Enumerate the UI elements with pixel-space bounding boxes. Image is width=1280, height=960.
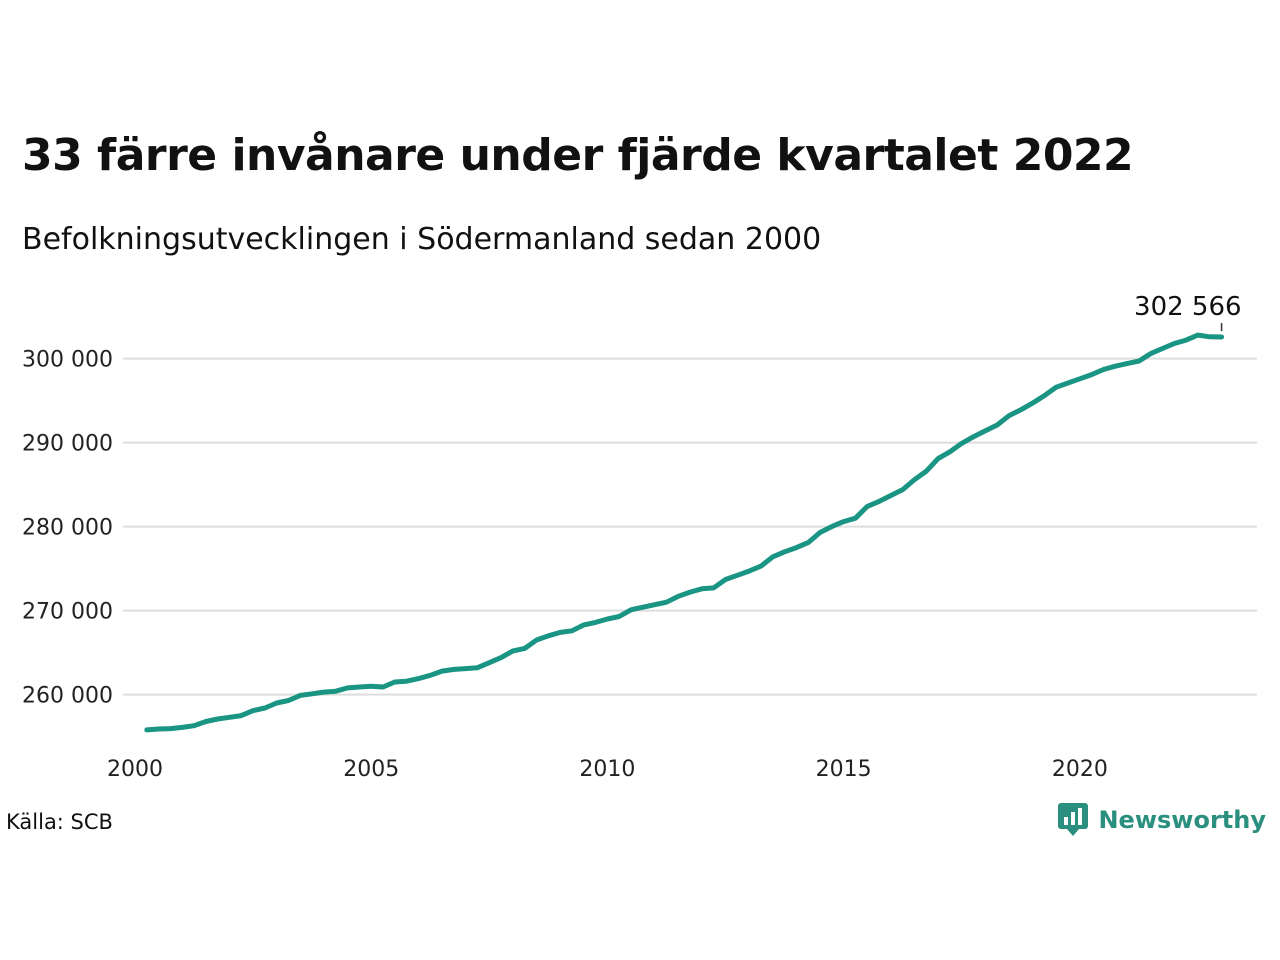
source-label: Källa: SCB (6, 810, 113, 834)
x-tick-label: 2010 (579, 757, 635, 782)
end-label-layer: 302 566 (1134, 292, 1242, 332)
newsworthy-logo-icon (1058, 803, 1089, 836)
x-axis-ticks: 2000 2005 2010 2015 2020 (107, 757, 1108, 782)
chart-title: 33 färre invånare under fjärde kvartalet… (22, 130, 1134, 181)
gridlines (123, 357, 1257, 696)
y-tick-label: 300 000 (22, 348, 113, 373)
series-layer (144, 332, 1225, 733)
brand-logo: Newsworthy (1058, 803, 1266, 837)
x-tick-label: 2020 (1052, 757, 1108, 782)
x-tick-label: 2005 (343, 757, 399, 782)
population-line (144, 332, 1225, 733)
y-tick-label: 290 000 (22, 432, 113, 457)
y-tick-label: 270 000 (22, 600, 113, 625)
x-tick-label: 2000 (107, 757, 163, 782)
x-tick-label: 2015 (816, 757, 872, 782)
chart-subtitle: Befolkningsutvecklingen i Södermanland s… (22, 222, 822, 257)
brand-name: Newsworthy (1098, 806, 1266, 834)
end-value-label: 302 566 (1134, 292, 1242, 322)
y-tick-label: 260 000 (22, 684, 113, 709)
y-axis-ticks: 260 000 270 000 280 000 290 000 300 000 (22, 348, 113, 709)
y-tick-label: 280 000 (22, 516, 113, 541)
